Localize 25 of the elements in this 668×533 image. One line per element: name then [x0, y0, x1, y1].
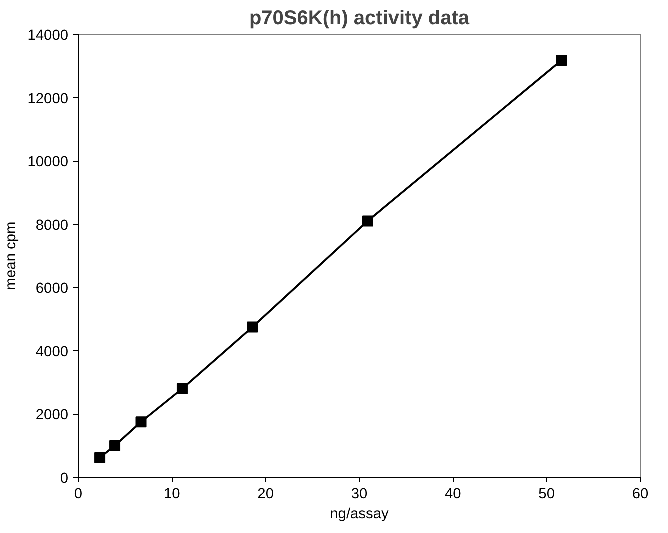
x-tick-label: 60 — [632, 486, 649, 502]
x-tick-label: 10 — [164, 486, 180, 502]
x-tick-label: 50 — [538, 486, 555, 502]
x-tick-label: 20 — [258, 486, 274, 502]
x-axis-title: ng/assay — [330, 506, 390, 522]
point — [110, 440, 121, 452]
point — [94, 452, 106, 464]
y-axis-title: mean cpm — [4, 222, 20, 290]
y-tick-label: 4000 — [36, 344, 69, 360]
chart-title: p70S6K(h) activity data — [249, 8, 470, 30]
point — [176, 383, 188, 394]
y-tick-label: 6000 — [36, 281, 69, 298]
x-tick-label: 40 — [445, 486, 462, 502]
x-tick-label: 0 — [74, 486, 83, 502]
y-tick-label: 14000 — [28, 28, 69, 44]
point — [556, 54, 568, 66]
point — [362, 216, 374, 227]
y-tick-label: 2000 — [36, 408, 69, 424]
y-tick-label: 10000 — [28, 154, 69, 171]
point — [247, 322, 258, 333]
y-tick-label: 12000 — [28, 91, 69, 108]
point — [136, 416, 147, 428]
y-tick-label: 8000 — [36, 218, 69, 234]
x-tick-label: 30 — [351, 486, 368, 502]
y-tick-label: 0 — [60, 471, 69, 487]
